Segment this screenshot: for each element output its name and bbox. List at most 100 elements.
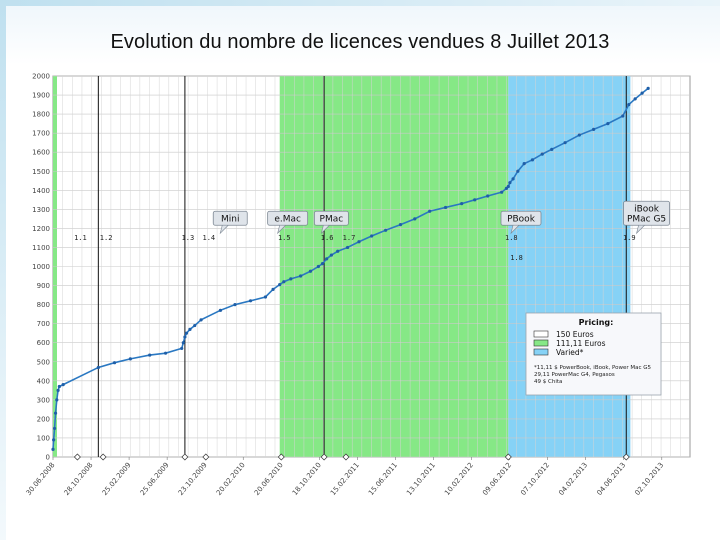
slide-top-bar xyxy=(0,0,720,6)
version-label: 1.6 xyxy=(321,234,334,242)
x-tick-label: 28.10.2008 xyxy=(63,461,95,497)
legend-entry: 150 Euros xyxy=(556,330,594,339)
x-tick-label: 10.02.2012 xyxy=(443,461,475,497)
version-label: 1.8 xyxy=(505,234,518,242)
data-point xyxy=(473,198,477,202)
data-point xyxy=(500,190,504,194)
version-marker xyxy=(320,453,328,461)
version-labels: 1.1 1.2 1.3 1.4 1.5 1.6 1.7 1.8 1.9 1.8 xyxy=(73,234,636,461)
data-point xyxy=(428,209,432,213)
y-tick-label: 500 xyxy=(37,358,50,366)
y-tick-label: 1900 xyxy=(32,92,50,100)
data-point xyxy=(592,127,596,131)
legend-note: 49 $ Chita xyxy=(534,379,562,385)
x-tick-label: 04.06.2013 xyxy=(595,461,627,497)
version-label-secondary: 1.8 xyxy=(510,254,523,262)
x-tick-label: 02.10.2013 xyxy=(633,461,665,497)
data-point xyxy=(193,323,197,328)
data-point xyxy=(460,202,464,206)
chart-title: Evolution du nombre de licences vendues … xyxy=(110,31,610,53)
data-point xyxy=(180,346,184,351)
data-point xyxy=(345,245,350,250)
data-point xyxy=(278,282,282,287)
x-tick-label: 07.10.2012 xyxy=(519,461,551,497)
version-label: 1.3 xyxy=(182,234,195,242)
data-point xyxy=(540,152,544,156)
y-tick-label: 300 xyxy=(37,396,50,404)
data-point xyxy=(271,287,275,291)
data-point xyxy=(329,253,333,257)
data-point xyxy=(308,269,313,273)
data-point xyxy=(508,181,512,185)
data-point xyxy=(56,388,60,392)
y-tick-label: 900 xyxy=(37,282,50,290)
legend-swatch xyxy=(533,339,549,347)
data-point xyxy=(233,303,237,307)
data-point xyxy=(148,353,152,357)
data-point xyxy=(128,357,132,361)
data-point xyxy=(413,217,417,221)
slide-left-bar xyxy=(0,0,6,540)
data-point xyxy=(325,257,329,261)
x-tick-label: 25.02.2009 xyxy=(101,461,133,497)
data-point xyxy=(282,280,286,284)
y-tick-label: 1500 xyxy=(32,168,50,176)
y-tick-label: 1600 xyxy=(32,149,50,157)
data-point xyxy=(357,240,361,244)
data-point xyxy=(398,222,403,227)
data-point xyxy=(183,335,187,339)
data-point xyxy=(248,299,253,303)
data-point xyxy=(53,411,58,415)
callout-label: iBook xyxy=(634,204,660,214)
callout-label: PBook xyxy=(507,214,536,224)
data-point xyxy=(96,365,100,370)
y-tick-label: 0 xyxy=(46,454,50,462)
y-tick-label: 400 xyxy=(37,377,50,385)
x-axis-ticks: 30.06.2008 28.10.2008 25.02.2009 25.06.2009… xyxy=(25,457,665,497)
legend-title: Pricing: xyxy=(579,318,614,327)
y-tick-label: 1400 xyxy=(32,187,50,195)
legend-swatch xyxy=(533,348,549,356)
data-point xyxy=(577,133,581,137)
data-point xyxy=(384,228,388,232)
data-point xyxy=(199,318,203,322)
x-tick-label: 20.06.2010 xyxy=(253,461,285,497)
y-tick-label: 600 xyxy=(37,339,50,347)
version-marker xyxy=(99,453,107,461)
callout-label: Mini xyxy=(221,214,239,224)
callout-box xyxy=(623,200,670,226)
x-tick-label: 30.06.2008 xyxy=(25,461,57,497)
data-point xyxy=(522,162,526,166)
callout-mini: Mini xyxy=(212,210,248,235)
callout-pointer xyxy=(320,224,331,235)
callout-pointer xyxy=(219,224,229,235)
data-point xyxy=(61,383,65,387)
x-tick-label: 18.10.2010 xyxy=(291,461,323,497)
data-point xyxy=(218,308,223,312)
data-point xyxy=(336,249,340,253)
data-point xyxy=(627,102,631,107)
y-tick-label: 200 xyxy=(37,415,50,423)
version-label: 1.7 xyxy=(343,234,356,242)
callout-box xyxy=(212,210,248,226)
legend-swatch xyxy=(533,330,549,338)
data-point xyxy=(181,341,185,345)
data-point xyxy=(646,86,650,90)
x-tick-label: 15.02.2011 xyxy=(329,461,361,497)
series-layer xyxy=(51,86,650,451)
callout-label: PMac xyxy=(320,214,344,224)
y-tick-label: 1200 xyxy=(32,225,50,233)
version-label: 1.2 xyxy=(100,234,113,242)
data-point xyxy=(289,277,293,281)
callout-box xyxy=(267,210,309,226)
data-point xyxy=(163,351,168,355)
data-point xyxy=(52,426,57,431)
version-marker xyxy=(622,453,630,461)
callout-pointer xyxy=(636,224,646,235)
data-point xyxy=(112,361,117,365)
y-tick-label: 1300 xyxy=(32,206,50,214)
data-point xyxy=(51,447,55,451)
data-point xyxy=(57,384,61,389)
